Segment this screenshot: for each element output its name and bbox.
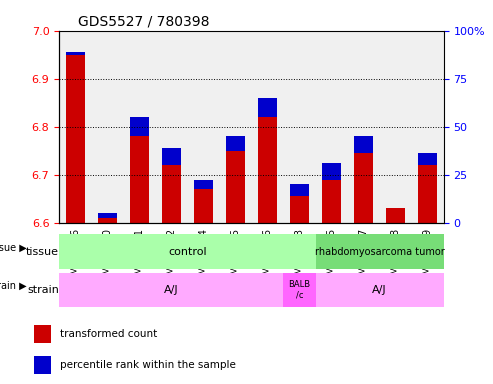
Bar xyxy=(258,98,277,117)
FancyBboxPatch shape xyxy=(59,273,283,307)
FancyBboxPatch shape xyxy=(59,234,316,269)
Bar xyxy=(226,136,245,151)
Bar xyxy=(34,356,51,374)
Bar xyxy=(34,325,51,343)
Text: strain ▶: strain ▶ xyxy=(0,281,27,291)
Bar xyxy=(290,184,309,196)
Text: A/J: A/J xyxy=(164,285,178,295)
FancyBboxPatch shape xyxy=(316,234,444,269)
Text: rhabdomyosarcoma tumor: rhabdomyosarcoma tumor xyxy=(315,247,445,257)
Bar xyxy=(386,209,405,223)
Text: GDS5527 / 780398: GDS5527 / 780398 xyxy=(78,14,210,28)
Text: transformed count: transformed count xyxy=(60,329,157,339)
Bar xyxy=(130,117,149,136)
Bar xyxy=(98,218,117,223)
Text: A/J: A/J xyxy=(372,285,387,295)
Bar xyxy=(354,136,373,153)
Bar xyxy=(258,117,277,223)
Bar xyxy=(418,165,437,223)
Bar xyxy=(66,55,85,223)
Bar xyxy=(322,179,341,223)
Bar xyxy=(162,165,181,223)
Bar xyxy=(162,148,181,165)
Text: control: control xyxy=(168,247,207,257)
Bar xyxy=(130,136,149,223)
Bar xyxy=(322,163,341,180)
Bar xyxy=(98,213,117,218)
Bar xyxy=(418,153,437,165)
Bar xyxy=(354,153,373,223)
Bar xyxy=(194,180,213,189)
Text: BALB
/c: BALB /c xyxy=(288,280,311,300)
Text: strain: strain xyxy=(27,285,59,295)
FancyBboxPatch shape xyxy=(316,273,444,307)
FancyBboxPatch shape xyxy=(283,273,316,307)
Bar xyxy=(226,151,245,223)
Bar xyxy=(66,52,85,55)
Text: percentile rank within the sample: percentile rank within the sample xyxy=(60,360,236,370)
Bar xyxy=(194,189,213,223)
Text: tissue: tissue xyxy=(26,247,59,257)
Text: tissue ▶: tissue ▶ xyxy=(0,243,27,253)
Bar xyxy=(290,196,309,223)
